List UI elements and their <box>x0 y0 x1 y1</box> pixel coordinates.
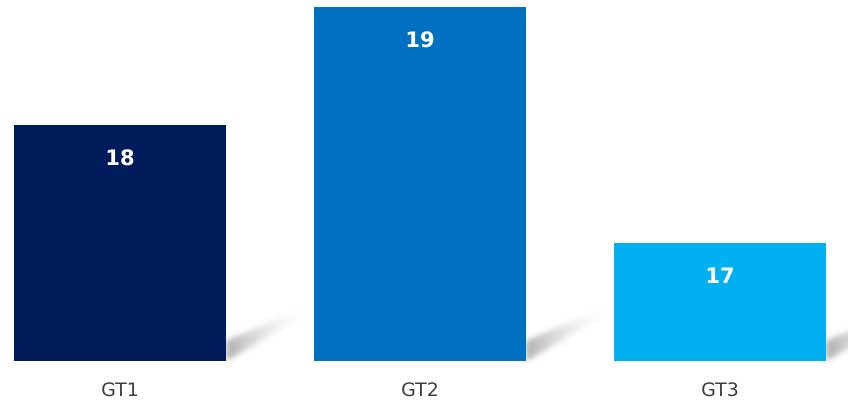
bar-shadow-gt2 <box>526 303 614 361</box>
bar-shadow-gt1 <box>226 303 314 361</box>
value-labels: 18 19 17 <box>105 28 734 288</box>
tick-label-gt3: GT3 <box>701 379 739 401</box>
value-label-gt1: 18 <box>105 146 134 170</box>
tick-label-gt2: GT2 <box>401 379 439 401</box>
bar-gt3 <box>614 243 826 361</box>
bar-gt1 <box>14 125 226 361</box>
bar-gt2 <box>314 7 526 361</box>
x-axis-tick-labels: GT1 GT2 GT3 <box>101 379 739 401</box>
bar-shadows <box>226 303 848 361</box>
tick-label-gt1: GT1 <box>101 379 139 401</box>
bars <box>14 7 826 361</box>
bar-shadow-gt3 <box>826 331 848 361</box>
value-label-gt2: 19 <box>405 28 434 52</box>
value-label-gt3: 17 <box>705 264 734 288</box>
